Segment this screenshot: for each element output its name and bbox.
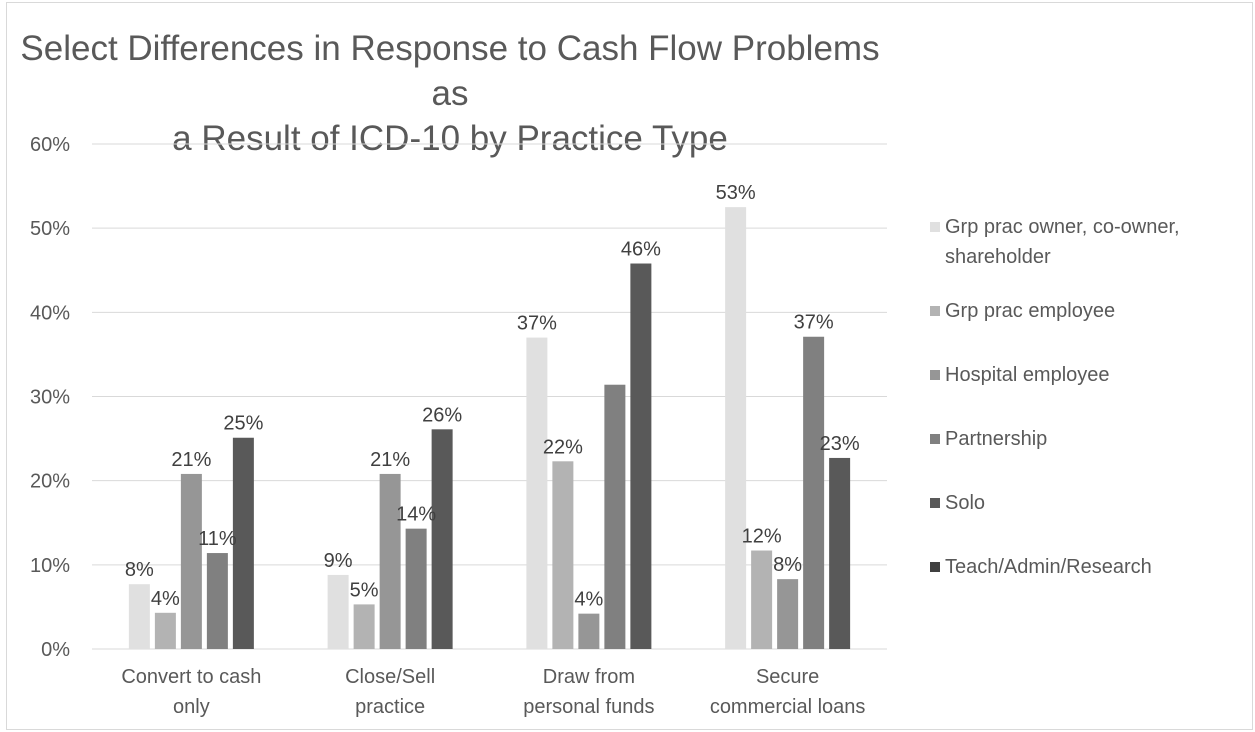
y-tick-label: 50% <box>30 218 70 240</box>
legend-swatch <box>930 306 940 316</box>
bar <box>751 550 773 649</box>
legend-item: Hospital employee <box>930 360 1250 424</box>
data-label: 5% <box>350 579 379 601</box>
legend-label: Solo <box>945 492 986 514</box>
legend-item: Teach/Admin/Research <box>930 552 1250 616</box>
chart-title: Select Differences in Response to Cash F… <box>20 29 880 158</box>
bar <box>431 429 453 649</box>
data-label: 8% <box>125 559 154 581</box>
legend-label: Partnership <box>945 428 1048 450</box>
data-label: 37% <box>517 313 557 335</box>
bar <box>604 384 626 649</box>
legend-label: Grp prac employee <box>945 300 1116 322</box>
x-tick-label: Convert to cash only <box>121 666 261 718</box>
data-label: 12% <box>742 526 782 548</box>
data-label: 53% <box>716 182 756 204</box>
legend-swatch <box>930 562 940 572</box>
legend-label: Teach/Admin/Research <box>945 556 1152 578</box>
legend-item: Solo <box>930 488 1250 552</box>
x-tick-label: Close/Sell practice <box>345 666 435 718</box>
bar <box>128 584 150 649</box>
legend-swatch <box>930 498 940 508</box>
data-label: 21% <box>370 449 410 471</box>
legend-item: Partnership <box>930 424 1250 488</box>
data-label: 23% <box>820 433 860 455</box>
data-labels: 8% 4% 21% 11% 25% 9% 5% 21% 14% 26% 37% 22% 4% 46% 53%… <box>125 182 860 611</box>
data-label: 46% <box>621 239 661 261</box>
data-label: 9% <box>324 550 353 572</box>
legend-label: Hospital employee <box>945 364 1110 386</box>
bar <box>327 574 349 649</box>
bar <box>829 457 851 649</box>
data-label: 14% <box>396 504 436 526</box>
y-tick-label: 0% <box>41 639 70 661</box>
data-label: 21% <box>171 449 211 471</box>
y-tick-label: 10% <box>30 555 70 577</box>
bar <box>803 336 825 649</box>
bar <box>526 337 548 649</box>
bar <box>578 613 600 649</box>
data-label: 4% <box>151 588 180 610</box>
bar <box>552 461 574 649</box>
data-label: 26% <box>422 404 462 426</box>
bar <box>180 473 202 649</box>
bar <box>232 437 254 649</box>
legend-label: Grp prac owner, co-owner, shareholder <box>945 216 1180 268</box>
bars <box>128 207 851 649</box>
data-label: 37% <box>794 312 834 334</box>
legend-swatch <box>930 222 940 232</box>
bar <box>630 263 652 649</box>
y-tick-label: 60% <box>30 134 70 156</box>
legend-swatch <box>930 370 940 380</box>
bar <box>379 473 401 649</box>
legend-item: Grp prac owner, co-owner, shareholder <box>930 212 1250 296</box>
bar <box>405 528 427 649</box>
x-axis-ticks: Convert to cash only Close/Sell practice Dra… <box>121 666 865 718</box>
bar <box>154 612 176 649</box>
legend-item: Grp prac employee <box>930 296 1250 360</box>
data-label: 8% <box>773 554 802 576</box>
y-tick-label: 40% <box>30 302 70 324</box>
x-tick-label: Secure commercial loans <box>710 666 866 718</box>
bar <box>777 579 799 649</box>
bar <box>206 553 228 649</box>
data-label: 4% <box>574 589 603 611</box>
legend-swatch <box>930 434 940 444</box>
legend: Grp prac owner, co-owner, shareholder Grp… <box>930 212 1250 616</box>
data-label: 25% <box>223 413 263 435</box>
data-label: 11% <box>198 528 237 550</box>
data-label: 22% <box>543 436 583 458</box>
y-tick-label: 30% <box>30 387 70 409</box>
y-axis-ticks: 0% 10% 20% 30% 40% 50% 60% <box>30 134 70 661</box>
x-tick-label: Draw from personal funds <box>523 666 654 718</box>
y-tick-label: 20% <box>30 471 70 493</box>
bar <box>725 207 747 649</box>
bar <box>353 604 375 649</box>
